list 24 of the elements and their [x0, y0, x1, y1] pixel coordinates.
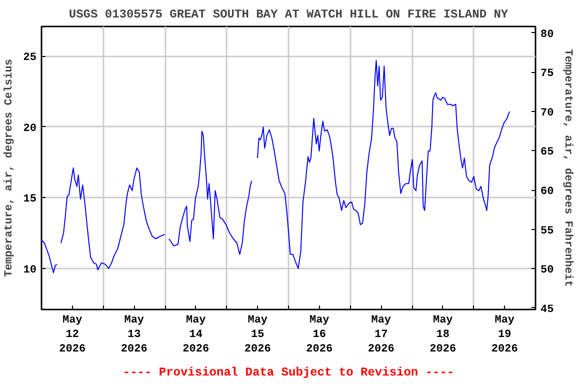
x-tick-label: May 13 2026 [120, 314, 148, 356]
y2-tick-label: 60 [540, 186, 554, 198]
y2-tick-label: 55 [540, 225, 554, 238]
x-tick-label: May 16 2026 [306, 314, 333, 356]
y-tick-label: 15 [23, 194, 37, 206]
x-tick-label: May 19 2026 [491, 314, 518, 356]
text: ---- Provisional Data Subject to Revision ---- [122, 366, 454, 380]
x-tick-label: May 14 2026 [182, 314, 210, 356]
chart-title: USGS 01305575 GREAT SOUTH BAY AT WATCH HILL ON FIRE ISLAND NY [68, 8, 509, 22]
y2-tick-label: 75 [540, 68, 554, 80]
y2-axis-title: Temperature, air, degrees Fahrenheit [562, 49, 574, 287]
y2-tick-label: 80 [540, 28, 554, 41]
y2-tick-label: 45 [540, 304, 554, 316]
y-tick-label: 25 [23, 52, 37, 64]
y-axis-title: Temperature, air, degrees Celsius [3, 59, 16, 277]
x-tick-label: May 12 2026 [59, 314, 86, 356]
x-tick-label: May 17 2026 [368, 314, 394, 356]
x-tick-label: May 18 2026 [430, 314, 456, 356]
x-tick-label: May 15 2026 [244, 314, 271, 356]
y2-tick-label: 65 [540, 146, 554, 159]
y-tick-label: 20 [23, 122, 36, 135]
y2-tick-label: 70 [540, 107, 554, 120]
y2-tick-label: 50 [540, 264, 554, 277]
y-tick-label: 10 [23, 264, 36, 276]
